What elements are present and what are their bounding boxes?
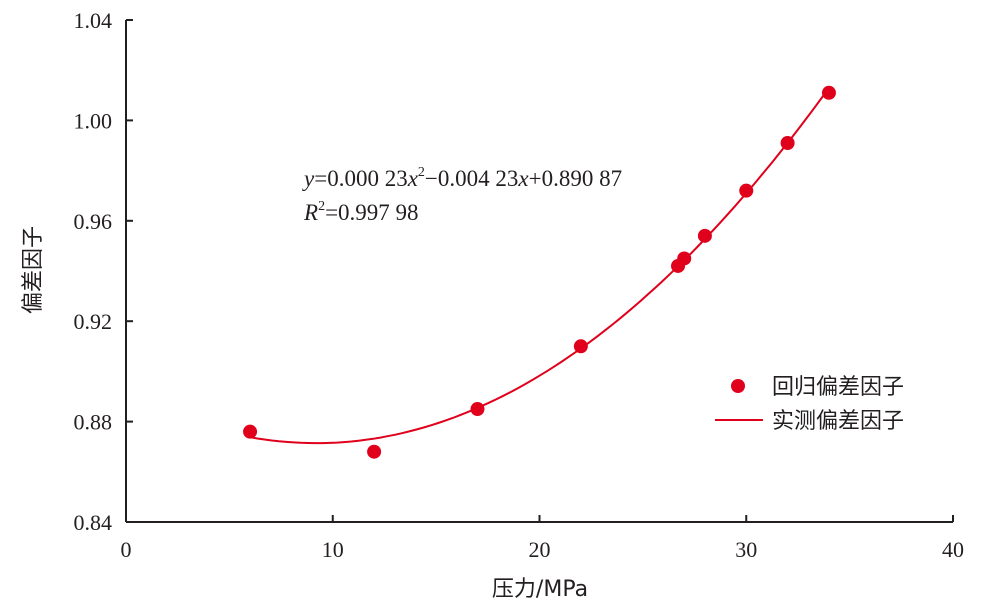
x-tick-label: 10	[322, 537, 344, 562]
x-tick-label: 0	[121, 537, 132, 562]
data-points	[243, 85, 836, 459]
y-tick-label: 0.84	[74, 510, 113, 535]
data-point	[821, 85, 836, 100]
legend-label-points: 回归偏差因子	[772, 375, 904, 400]
fitted-curve-line	[249, 87, 830, 445]
x-tick-label: 30	[735, 537, 757, 562]
data-point	[470, 402, 485, 417]
y-tick-label: 0.96	[74, 209, 113, 234]
regression-equation: y=0.000 23x2−0.004 23x+0.890 87 R2=0.997…	[302, 165, 622, 225]
data-point	[243, 424, 258, 439]
r-squared-text: R2=0.997 98	[303, 199, 419, 225]
data-point	[677, 251, 692, 266]
y-axis-label: 偏差因子	[21, 226, 46, 314]
equation-text: y=0.000 23x2−0.004 23x+0.890 87	[302, 165, 622, 191]
legend-label-line: 实测偏差因子	[772, 409, 904, 434]
legend: 回归偏差因子 实测偏差因子	[715, 375, 904, 434]
y-tick-label: 1.04	[74, 8, 113, 33]
y-tick-label: 0.88	[74, 410, 113, 435]
y-tick-label: 0.92	[74, 309, 113, 334]
legend-marker-points	[731, 379, 745, 393]
axes: 0 10 20 30 40 0.84 0.88 0.92 0.96 1.00 1.04	[74, 8, 965, 562]
data-point	[780, 135, 795, 150]
x-tick-label: 20	[529, 537, 551, 562]
x-ticks: 0 10 20 30 40	[121, 515, 964, 562]
data-point	[367, 444, 382, 459]
data-point	[739, 183, 754, 198]
y-tick-label: 1.00	[74, 108, 113, 133]
data-point	[573, 339, 588, 354]
y-ticks: 0.84 0.88 0.92 0.96 1.00 1.04	[74, 8, 133, 535]
x-tick-label: 40	[942, 537, 964, 562]
x-axis-label: 压力/MPa	[492, 577, 588, 602]
data-point	[697, 228, 712, 243]
